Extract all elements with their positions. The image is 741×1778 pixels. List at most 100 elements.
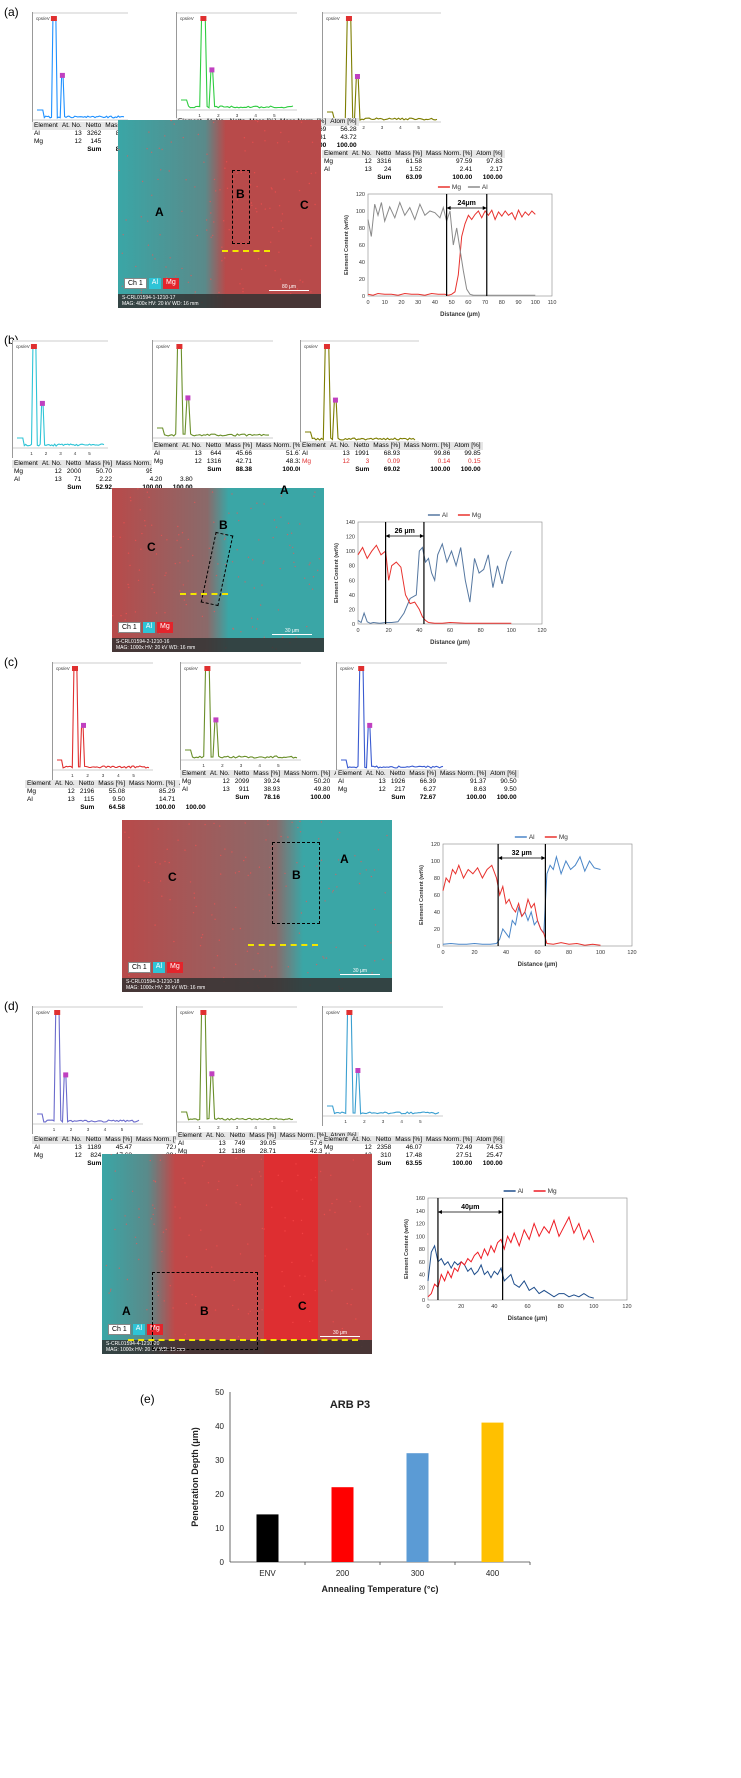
peak-marker	[63, 1072, 68, 1077]
peak-marker	[200, 1010, 206, 1015]
mg-speckle	[213, 823, 214, 824]
mg-speckle	[141, 290, 142, 291]
spectrum-tick-label: 1	[202, 763, 205, 768]
spectrum-tick-label: 4	[399, 125, 402, 130]
table-cell: Mg	[180, 778, 208, 786]
spectrum-tick-label: 3	[236, 1125, 239, 1130]
mg-speckle	[152, 1204, 153, 1205]
mg-speckle	[122, 286, 123, 287]
x-tick-label: 60	[524, 1304, 530, 1310]
table-header-cell: Mass [%]	[251, 770, 282, 778]
table-cell: 61.58	[393, 158, 424, 166]
region-label: B	[219, 518, 228, 532]
mg-speckle	[293, 562, 294, 563]
mg-speckle	[280, 836, 281, 837]
spectrum-tick-label: 1	[198, 1125, 201, 1130]
x-tick-label: ENV	[259, 1569, 276, 1578]
table-header-row: ElementAt. No.NettoMass [%]Mass Norm. [%…	[322, 150, 505, 158]
mg-speckle	[175, 563, 176, 564]
mg-speckle	[287, 836, 288, 837]
mg-speckle	[211, 1266, 212, 1267]
spectrum-unit-label: cps/eV	[340, 666, 354, 671]
table-header-cell: Mass [%]	[393, 150, 424, 158]
y-tick-label: 0	[362, 294, 365, 300]
table-sum-cell	[12, 484, 40, 492]
mg-speckle	[242, 291, 243, 292]
mg-speckle	[152, 254, 153, 255]
mg-speckle	[237, 1185, 238, 1186]
y-tick-label: 0	[422, 1298, 425, 1304]
legend-label: Mg	[452, 184, 461, 191]
mg-speckle	[328, 888, 329, 889]
table-cell: 12	[328, 458, 352, 466]
table-cell: 12	[60, 138, 84, 146]
mg-speckle	[206, 219, 207, 220]
y-tick-label: 0	[352, 622, 355, 628]
eds-spectrum: cps/eV12345	[52, 662, 153, 780]
mg-speckle	[331, 1203, 332, 1204]
table-cell: 91.37	[438, 778, 488, 786]
mg-speckle	[288, 141, 289, 142]
table-header-cell: At. No.	[180, 442, 204, 450]
mg-speckle	[326, 957, 327, 958]
mg-speckle	[284, 179, 285, 180]
table-sum-cell: Sum	[374, 1160, 394, 1168]
spectrum-line	[181, 1014, 293, 1120]
table-cell: Al	[25, 796, 53, 804]
mg-speckle	[256, 211, 257, 212]
mg-speckle	[280, 568, 281, 569]
table-cell: Mg	[322, 158, 350, 166]
bar-300	[407, 1453, 429, 1562]
eds-spectrum: cps/eV12345	[152, 340, 273, 448]
peak-marker	[346, 1010, 352, 1015]
table-header-cell: At. No.	[40, 460, 64, 468]
table-header-cell: Element	[322, 1136, 350, 1144]
y-tick-label: 50	[215, 1388, 224, 1397]
table-cell: 2358	[374, 1144, 394, 1152]
y-tick-label: 120	[431, 842, 440, 848]
mg-speckle	[302, 1233, 303, 1234]
mg-speckle	[206, 1205, 207, 1206]
y-tick-label: 40	[349, 593, 355, 599]
sem-params: MAG: 400x HV: 20 kV WD: 16 mm	[122, 301, 199, 307]
spectrum-tick-label: 3	[240, 763, 243, 768]
mg-speckle	[132, 1191, 133, 1192]
mg-speckle	[151, 525, 152, 526]
mg-speckle	[154, 924, 155, 925]
mg-speckle	[296, 1190, 297, 1191]
mg-speckle	[231, 851, 232, 852]
y-tick-label: 60	[419, 1260, 425, 1266]
mg-speckle	[147, 221, 148, 222]
table-header-cell: Netto	[77, 780, 97, 788]
mg-speckle	[159, 234, 160, 235]
mg-speckle	[138, 1217, 139, 1218]
mg-speckle	[139, 569, 140, 570]
mg-speckle	[335, 874, 336, 875]
table-header-cell: Element	[32, 122, 60, 130]
mg-speckle	[220, 873, 221, 874]
mg-speckle	[239, 283, 240, 284]
peak-marker	[81, 723, 86, 728]
table-header-cell: Netto	[388, 770, 408, 778]
mg-speckle	[180, 547, 181, 548]
mg-speckle	[261, 1159, 262, 1160]
table-cell: Al	[32, 130, 60, 138]
linescan-chart: 0 20 40 60 80 100 120 0 20 40 60 80 100 120 Distance (…	[415, 830, 640, 970]
bar-chart: 0 10 20 30 40 50 ENV 200 300 400 ARB P3 Annealing T…	[170, 1380, 550, 1600]
series-line-al	[443, 857, 601, 945]
region-b-box	[232, 170, 250, 244]
mg-speckle	[244, 150, 245, 151]
table-cell: Mg	[12, 468, 40, 476]
table-row: Mg 12 217 6.27 8.63 9.50	[336, 786, 519, 794]
panel-label: (d)	[4, 999, 19, 1013]
table-header-cell: Mass Norm. [%]	[424, 1136, 474, 1144]
table-header-cell: Mass Norm. [%]	[438, 770, 488, 778]
mg-speckle	[206, 1249, 207, 1250]
table-header-cell: Mass [%]	[247, 1132, 278, 1140]
mg-speckle	[307, 972, 308, 973]
x-tick-label: 0	[366, 300, 369, 306]
mg-speckle	[213, 522, 214, 523]
linescan-path	[180, 593, 228, 595]
mg-speckle	[312, 589, 313, 590]
table-cell: Mg	[300, 458, 328, 466]
